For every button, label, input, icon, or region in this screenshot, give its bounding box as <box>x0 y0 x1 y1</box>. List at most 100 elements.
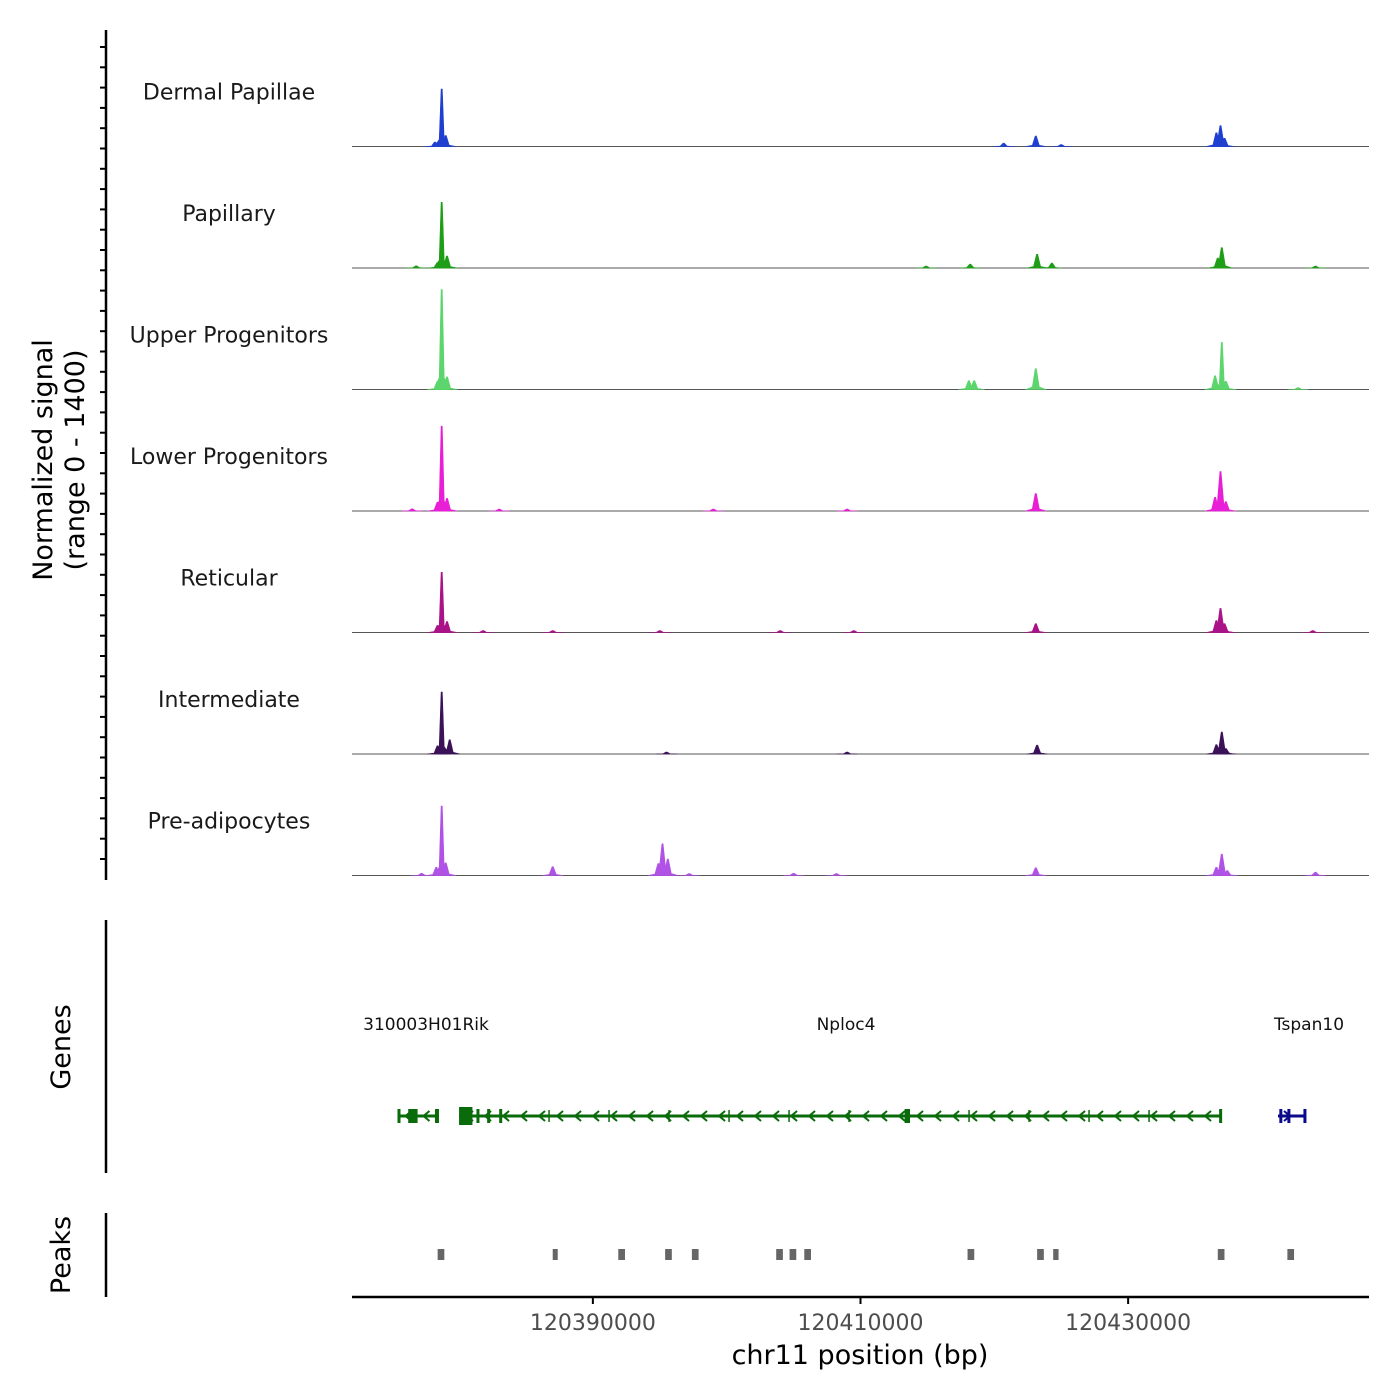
peak-region <box>618 1249 625 1260</box>
signal-peak <box>1302 630 1324 633</box>
signal-peak <box>1211 247 1233 269</box>
signal-peak <box>1304 265 1327 269</box>
strand-arrow <box>627 1110 636 1122</box>
gene-exon <box>476 1109 480 1123</box>
signal-peak <box>1215 501 1237 512</box>
signal-peak <box>1213 138 1236 147</box>
strand-arrow <box>1113 1110 1122 1122</box>
y-axis-title-line1: Normalized signal <box>28 339 59 581</box>
signal-peak <box>1025 493 1047 512</box>
signal-peak <box>436 255 458 269</box>
signal-peak <box>769 630 791 633</box>
x-axis-title: chr11 position (bp) <box>732 1340 989 1371</box>
peak-region <box>776 1249 783 1260</box>
peak-region <box>552 1249 558 1260</box>
signal-peak <box>657 858 679 876</box>
signal-peak <box>488 508 510 512</box>
genes-track: 310003H01Rik Nploc4 Tspan10 <box>363 1015 1344 1125</box>
peaks-track <box>437 1249 1295 1260</box>
peak-region <box>437 1249 445 1260</box>
strand-arrow <box>1185 1110 1194 1122</box>
gene-label: Nploc4 <box>817 1015 876 1035</box>
signal-peak <box>836 751 858 755</box>
signal-peak <box>1041 262 1063 269</box>
gene-exon <box>1287 1109 1291 1123</box>
x-tick-label: 120410000 <box>798 1311 924 1336</box>
signal-peak <box>1287 387 1309 390</box>
track-dermal-papillae: Dermal Papillae <box>143 81 1369 147</box>
strand-arrow <box>591 1110 600 1122</box>
track-pre-adipocytes: Pre-adipocytes <box>148 805 1369 876</box>
signal-peak <box>915 265 937 269</box>
signal-peak <box>825 873 847 876</box>
signal-peak <box>424 141 446 147</box>
gene-tspan10: Tspan10 <box>1273 1015 1344 1123</box>
signal-peak <box>472 630 494 633</box>
strand-arrow <box>1095 1110 1104 1122</box>
track-label: Intermediate <box>158 688 300 713</box>
signal-peak <box>436 621 458 633</box>
strand-arrow <box>735 1110 744 1122</box>
strand-arrow <box>609 1110 618 1122</box>
track-reticular: Reticular <box>180 567 1369 633</box>
peak-region <box>1053 1249 1059 1260</box>
signal-peak <box>411 872 433 876</box>
signal-peak <box>436 376 458 390</box>
signal-peak <box>1216 870 1238 876</box>
signal-peak <box>1050 144 1072 147</box>
peak-region <box>691 1249 699 1260</box>
gene-nploc4: Nploc4 <box>459 1015 1223 1125</box>
signal-peak <box>1025 135 1047 147</box>
signal-peak <box>783 872 805 876</box>
signal-peak <box>401 508 423 512</box>
track-lower-progenitors: Lower Progenitors <box>130 425 1369 512</box>
signal-peak <box>433 691 450 755</box>
track-label: Lower Progenitors <box>130 445 328 470</box>
genes-panel-title: Genes <box>46 1004 77 1089</box>
signal-peak <box>655 751 678 755</box>
signal-peak <box>1304 871 1327 876</box>
strand-arrow <box>879 1110 888 1122</box>
gene-exon <box>499 1109 503 1123</box>
strand-arrow <box>645 1110 654 1122</box>
strand-arrow <box>573 1110 582 1122</box>
signal-peak <box>702 508 724 512</box>
strand-arrow <box>825 1110 834 1122</box>
strand-arrow <box>789 1110 798 1122</box>
signal-peak <box>435 135 457 147</box>
signal-peak <box>1025 867 1047 876</box>
signal-peak <box>1025 368 1047 390</box>
strand-arrow <box>933 1110 942 1122</box>
strand-arrow <box>861 1110 870 1122</box>
signal-peak <box>1215 380 1237 390</box>
peak-region <box>665 1249 672 1260</box>
track-papillary: Papillary <box>182 202 1369 269</box>
strand-arrow <box>421 1110 431 1122</box>
signal-peak <box>405 265 427 269</box>
signal-peak <box>843 630 865 633</box>
peaks-panel-title: Peaks <box>46 1216 77 1294</box>
track-label: Pre-adipocytes <box>148 810 311 835</box>
strand-arrow <box>1167 1110 1176 1122</box>
y-axis-title-line2: (range 0 - 1400) <box>60 350 91 571</box>
peak-region <box>967 1249 975 1260</box>
track-upper-progenitors: Upper Progenitors <box>130 289 1369 390</box>
gene-exon <box>459 1107 473 1125</box>
strand-arrow <box>771 1110 780 1122</box>
x-axis-ticks: 120390000 120410000 120430000 <box>530 1297 1191 1336</box>
signal-peak <box>959 263 981 269</box>
gene-exon <box>1279 1109 1283 1123</box>
signal-peak <box>836 508 858 512</box>
signal-peak <box>993 142 1015 147</box>
gene-exon <box>904 1109 911 1123</box>
gene-label: 310003H01Rik <box>363 1015 489 1035</box>
strand-arrow <box>501 1110 510 1122</box>
strand-arrow <box>699 1110 708 1122</box>
gene-label: Tspan10 <box>1273 1015 1344 1035</box>
strand-arrow <box>1077 1110 1086 1122</box>
peak-region <box>1037 1249 1044 1260</box>
signal-peak <box>963 380 985 390</box>
strand-arrow <box>1005 1110 1014 1122</box>
strand-arrow <box>987 1110 996 1122</box>
strand-arrow <box>717 1110 726 1122</box>
